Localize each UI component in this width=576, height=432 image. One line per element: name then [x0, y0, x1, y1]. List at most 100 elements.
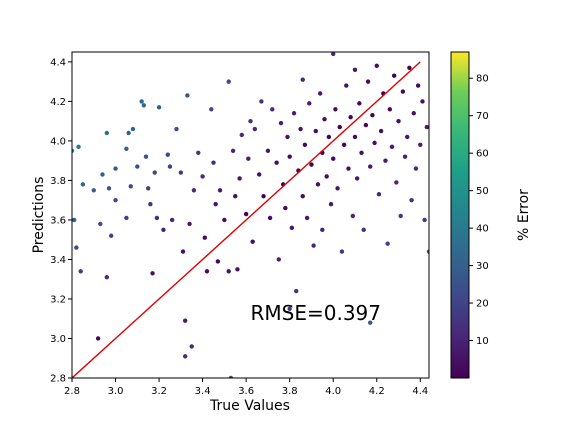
data-point	[287, 154, 292, 159]
data-point	[124, 215, 129, 221]
data-point	[76, 144, 81, 150]
data-point	[104, 130, 110, 136]
data-point	[126, 130, 131, 136]
data-point	[324, 174, 329, 179]
data-point	[145, 186, 151, 191]
data-point	[80, 182, 86, 187]
data-point	[391, 73, 397, 78]
data-point	[261, 194, 266, 199]
data-point	[331, 52, 336, 57]
data-point	[328, 201, 334, 207]
data-point	[91, 188, 96, 193]
data-point	[383, 158, 388, 163]
data-point	[368, 164, 373, 169]
data-point	[252, 126, 258, 132]
data-point	[415, 83, 421, 88]
x-tick-label: 3.8	[282, 386, 298, 397]
data-point	[178, 170, 184, 175]
colorbar-tick-label: 70	[476, 111, 489, 122]
data-point	[270, 107, 275, 112]
data-point	[130, 126, 136, 132]
data-point	[202, 235, 207, 240]
data-point	[124, 146, 129, 152]
data-point	[191, 188, 197, 193]
data-point	[213, 201, 218, 207]
data-point	[304, 215, 310, 221]
colorbar-ticks: 10 20 30 40 50 60 70 80	[469, 74, 489, 347]
data-point	[365, 79, 371, 84]
data-point	[95, 336, 101, 341]
data-point	[185, 93, 190, 98]
data-point	[402, 154, 408, 159]
data-point	[346, 166, 351, 171]
data-point	[167, 164, 173, 169]
data-point	[322, 116, 327, 122]
data-point	[300, 194, 305, 199]
data-point	[128, 184, 133, 189]
data-point	[418, 142, 423, 148]
data-point	[143, 154, 149, 159]
data-point	[307, 101, 312, 106]
y-tick-label: 2.8	[50, 374, 66, 385]
data-point	[424, 124, 429, 130]
data-point	[226, 79, 231, 84]
data-point	[250, 239, 255, 244]
data-point	[200, 174, 205, 179]
data-point	[235, 267, 240, 272]
data-point	[180, 249, 186, 254]
data-point	[106, 186, 112, 191]
y-tick-label: 3.2	[50, 294, 66, 305]
data-point	[204, 269, 210, 274]
data-point	[363, 122, 369, 128]
data-point	[74, 245, 79, 250]
data-point	[420, 99, 425, 104]
data-point	[248, 118, 253, 124]
x-tick-label: 3.2	[151, 386, 167, 397]
data-point	[339, 249, 345, 254]
colorbar-tick-label: 50	[476, 186, 489, 197]
data-point	[370, 113, 375, 118]
data-point	[309, 162, 314, 167]
scatter-points	[72, 52, 429, 378]
data-point	[344, 83, 349, 88]
data-point	[182, 318, 188, 323]
data-point	[285, 134, 290, 140]
data-point	[289, 225, 295, 231]
data-point	[400, 89, 406, 94]
colorbar	[450, 51, 470, 379]
data-point	[294, 288, 299, 294]
data-point	[259, 99, 264, 104]
data-point	[215, 259, 221, 264]
data-point	[352, 67, 358, 72]
data-point	[72, 217, 77, 223]
data-point	[141, 103, 147, 108]
data-point	[161, 227, 166, 233]
data-point	[104, 275, 110, 280]
data-point	[376, 192, 382, 197]
x-tick-label: 4.0	[325, 386, 341, 397]
data-point	[409, 197, 414, 203]
data-point	[233, 194, 238, 199]
y-tick-label: 4.0	[50, 136, 66, 147]
data-point	[422, 217, 427, 223]
data-point	[98, 221, 103, 227]
data-point	[368, 320, 373, 325]
data-point	[135, 164, 140, 169]
colorbar-tick-label: 30	[476, 261, 489, 272]
data-point	[239, 132, 244, 138]
y-tick-label: 3.0	[50, 334, 66, 345]
data-point	[315, 182, 321, 187]
data-point	[348, 115, 353, 120]
data-point	[165, 152, 170, 157]
data-point	[326, 134, 332, 140]
identity-line	[72, 61, 421, 378]
y-tick-label: 3.8	[50, 176, 66, 187]
y-tick-label: 3.6	[50, 215, 66, 226]
data-point	[389, 144, 395, 150]
data-point	[387, 107, 393, 112]
data-point	[78, 269, 83, 274]
data-point	[317, 91, 323, 96]
data-point	[374, 63, 379, 69]
data-point	[217, 188, 223, 193]
data-point	[411, 111, 416, 116]
